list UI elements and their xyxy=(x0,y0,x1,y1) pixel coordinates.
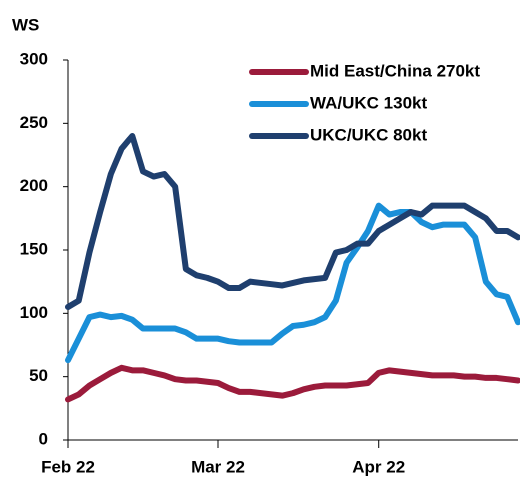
legend-label: Mid East/China 270kt xyxy=(310,61,480,80)
legend-label: WA/UKC 130kt xyxy=(310,93,427,112)
y-tick-label: 150 xyxy=(20,239,48,258)
x-tick-label: Mar 22 xyxy=(191,457,245,476)
y-tick-label: 50 xyxy=(29,366,48,385)
y-tick-label: 0 xyxy=(39,429,48,448)
y-tick-label: 100 xyxy=(20,303,48,322)
series-line xyxy=(65,133,520,310)
series-line xyxy=(65,364,520,403)
y-axis-label: WS xyxy=(12,15,39,34)
x-tick-label: Apr 22 xyxy=(352,457,405,476)
x-tick-label: Feb 22 xyxy=(41,457,95,476)
y-tick-label: 250 xyxy=(20,113,48,132)
legend-label: UKC/UKC 80kt xyxy=(310,125,427,144)
y-tick-label: 300 xyxy=(20,49,48,68)
y-tick-label: 200 xyxy=(20,176,48,195)
series-line xyxy=(65,202,520,364)
